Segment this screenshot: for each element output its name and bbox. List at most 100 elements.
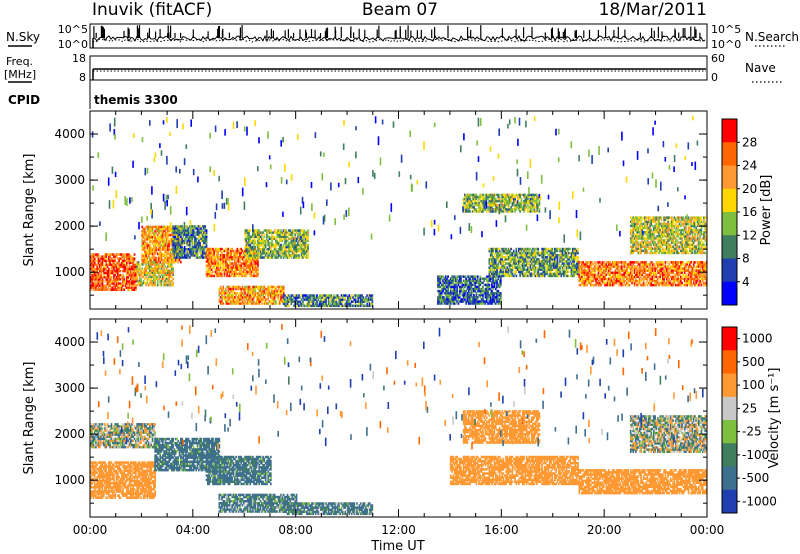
heatmap-cell <box>257 285 259 289</box>
heatmap-cell <box>469 275 471 278</box>
heatmap-cell <box>231 247 234 251</box>
heatmap-cell <box>471 289 474 293</box>
heatmap-cell <box>285 250 288 253</box>
heatmap-cell <box>105 255 108 258</box>
heatmap-cell <box>236 298 239 301</box>
heatmap-cell <box>177 233 180 236</box>
heatmap-cell <box>168 258 171 262</box>
heatmap-cell <box>548 274 551 278</box>
heatmap-cell <box>198 225 200 228</box>
heatmap-cell <box>99 267 101 271</box>
heatmap-cell <box>277 229 280 232</box>
heatmap-cell <box>327 300 330 303</box>
heatmap-cell <box>474 289 476 293</box>
heatmap-cell <box>461 281 464 285</box>
heatmap-cell <box>223 254 226 257</box>
heatmap-cell <box>280 285 282 289</box>
heatmap-cell <box>447 283 449 287</box>
heatmap-cell <box>482 289 484 293</box>
heatmap-cell <box>138 279 141 283</box>
heatmap-cell <box>257 302 259 305</box>
heatmap-cell <box>169 263 172 266</box>
heatmap-cell <box>492 272 494 276</box>
heatmap-cell <box>258 239 261 243</box>
heatmap-cell <box>583 263 586 266</box>
heatmap-cell <box>529 266 532 269</box>
heatmap-cell <box>204 235 207 239</box>
heatmap-cell <box>236 287 239 291</box>
heatmap-cell <box>266 229 268 232</box>
heatmap-cell <box>469 279 471 282</box>
heatmap-cell <box>200 245 203 249</box>
heatmap-cell <box>474 281 476 285</box>
heatmap-cell <box>295 256 298 259</box>
heatmap-cell <box>448 283 451 287</box>
heatmap-cell <box>122 284 124 287</box>
heatmap-cell <box>249 287 252 291</box>
heatmap-cell <box>570 254 573 257</box>
heatmap-cell <box>250 241 253 245</box>
heatmap-cell <box>443 277 446 280</box>
heatmap-cell <box>199 229 201 232</box>
heatmap-cell <box>111 253 114 256</box>
heatmap-cell <box>154 261 156 264</box>
heatmap-cell <box>217 256 219 259</box>
heatmap-cell <box>542 270 545 274</box>
heatmap-cell <box>286 296 289 299</box>
heatmap-cell <box>317 296 320 299</box>
heatmap-cell <box>284 254 286 257</box>
heatmap-cell <box>476 279 479 282</box>
heatmap-cell <box>187 241 190 245</box>
heatmap-cell <box>487 279 489 282</box>
heatmap-cell <box>201 233 204 236</box>
nave-label: Nave <box>745 61 776 75</box>
heatmap-cell <box>258 248 261 251</box>
heatmap-cell <box>100 263 102 267</box>
heatmap-cell <box>277 248 280 251</box>
heatmap-cell <box>281 294 284 297</box>
heatmap-cell <box>365 304 367 308</box>
heatmap-cell <box>272 254 275 257</box>
heatmap-cell <box>452 283 455 287</box>
heatmap-cell <box>200 231 203 234</box>
heatmap-cell <box>113 263 115 267</box>
heatmap-cell <box>97 271 100 275</box>
heatmap-cell <box>237 251 240 255</box>
heatmap-cell <box>138 275 141 279</box>
heatmap-cell <box>262 287 264 291</box>
heatmap-cell <box>332 302 335 306</box>
heatmap-cell <box>255 250 258 253</box>
heatmap-cell <box>264 292 267 295</box>
heatmap-cell <box>101 276 104 279</box>
heatmap-cell <box>491 258 493 261</box>
heatmap-cell <box>165 227 168 231</box>
heatmap-cell <box>609 275 611 279</box>
heatmap-cell <box>151 229 154 233</box>
heatmap-cell <box>150 225 153 229</box>
heatmap-cell <box>113 282 115 285</box>
heatmap-cell <box>234 266 236 269</box>
heatmap-cell <box>574 266 577 269</box>
heatmap-cell <box>334 300 336 303</box>
heatmap-cell <box>611 279 614 283</box>
heatmap-cell <box>120 286 123 289</box>
heatmap-cell <box>614 265 617 268</box>
heatmap-cell <box>254 268 257 271</box>
heatmap-cell <box>492 292 494 295</box>
heatmap-cell <box>249 268 252 271</box>
heatmap-cell <box>331 300 334 303</box>
heatmap-cell <box>281 235 284 239</box>
heatmap-cell <box>243 270 245 274</box>
heatmap-cell <box>466 285 469 289</box>
heatmap-cell <box>615 281 618 285</box>
heatmap-cell <box>92 282 95 285</box>
heatmap-cell <box>194 252 196 255</box>
heatmap-cell <box>325 300 327 303</box>
heatmap-cell <box>176 250 178 253</box>
heatmap-cell <box>171 261 173 264</box>
heatmap-cell <box>174 258 177 262</box>
heatmap-cell <box>241 298 244 301</box>
heatmap-cell <box>306 294 308 297</box>
heatmap-cell <box>253 233 255 236</box>
heatmap-cell <box>505 268 507 271</box>
